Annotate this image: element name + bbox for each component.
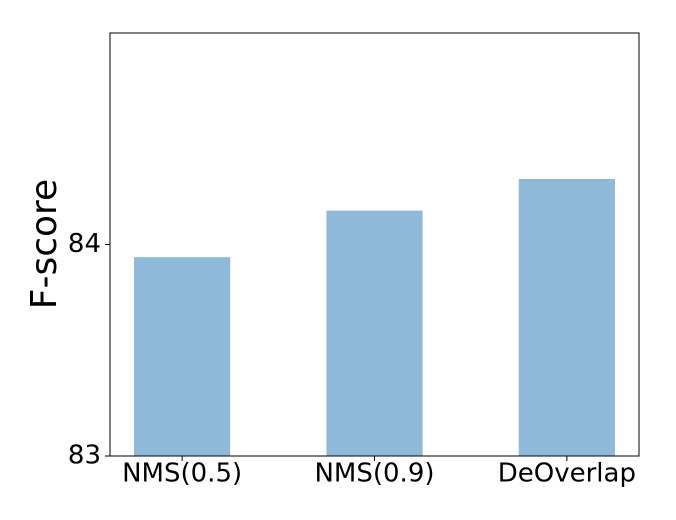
x-tick-label: DeOverlap <box>498 459 636 489</box>
y-tick-label: 83 <box>68 441 101 471</box>
bar <box>326 210 423 456</box>
bar <box>518 178 615 456</box>
plot-frame <box>109 32 640 457</box>
x-tick-label: NMS(0.5) <box>122 459 242 489</box>
bar <box>134 257 231 456</box>
y-axis-label: F-score <box>24 179 65 309</box>
y-tick-label: 84 <box>68 229 101 259</box>
x-tick-label: NMS(0.9) <box>314 459 434 489</box>
